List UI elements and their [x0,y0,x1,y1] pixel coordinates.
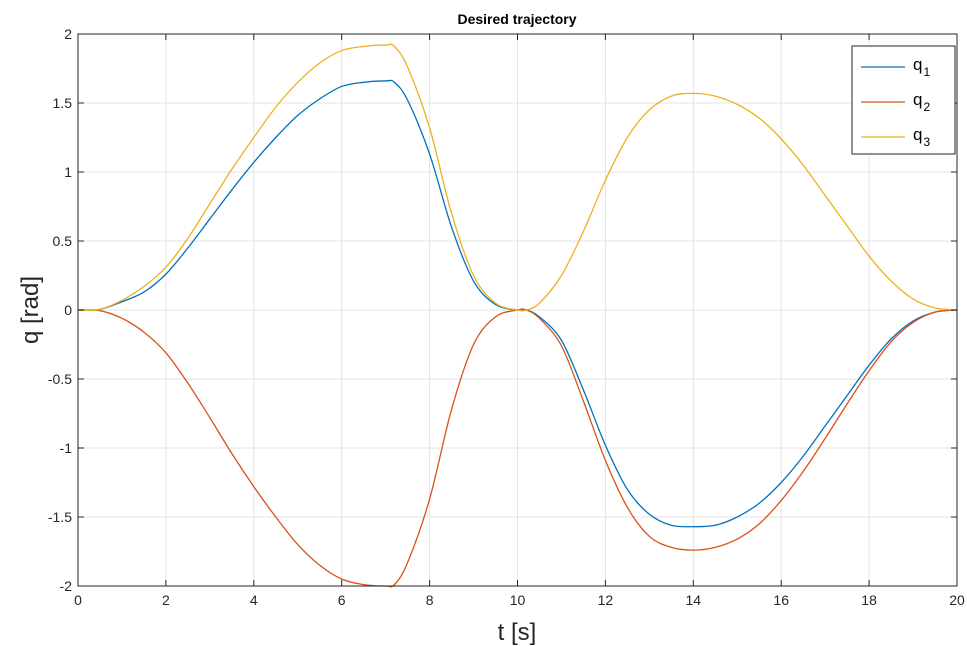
x-tick-label: 4 [250,592,258,608]
x-tick-label: 12 [598,592,614,608]
legend-items: q1 q2 q3 [861,55,930,149]
x-axis-ticks: 0 2 4 6 8 10 12 14 16 18 20 [74,34,965,608]
y-tick-label: -1.5 [48,509,72,525]
y-tick-label: 1.5 [53,95,73,111]
x-tick-label: 14 [686,592,702,608]
y-tick-label: -1 [60,440,73,456]
legend-label-q2: q2 [913,90,930,114]
x-tick-label: 16 [773,592,789,608]
y-tick-label: 1 [64,164,72,180]
y-tick-label: 2 [64,26,72,42]
x-tick-label: 0 [74,592,82,608]
y-tick-label: -2 [60,578,73,594]
y-tick-label: -0.5 [48,371,72,387]
x-tick-label: 20 [949,592,965,608]
y-axis-title: q [rad] [17,276,44,344]
legend-box [851,45,956,155]
series-line-q2 [77,308,958,588]
x-tick-label: 18 [861,592,877,608]
series-line-q3 [77,43,958,312]
x-tick-label: 8 [426,592,434,608]
x-tick-label: 2 [162,592,170,608]
y-tick-label: 0.5 [53,233,73,249]
y-axis-ticks: -2 -1.5 -1 -0.5 0 0.5 1 1.5 2 [48,26,957,594]
legend: q1 q2 q3 [851,45,956,155]
x-tick-label: 6 [338,592,346,608]
chart-title: Desired trajectory [457,11,576,27]
legend-label-q3: q3 [913,125,930,149]
legend-label-q1: q1 [913,55,930,79]
x-tick-label: 10 [510,592,526,608]
y-tick-label: 0 [64,302,72,318]
x-axis-title: t [s] [498,619,537,646]
series-lines [77,43,958,588]
